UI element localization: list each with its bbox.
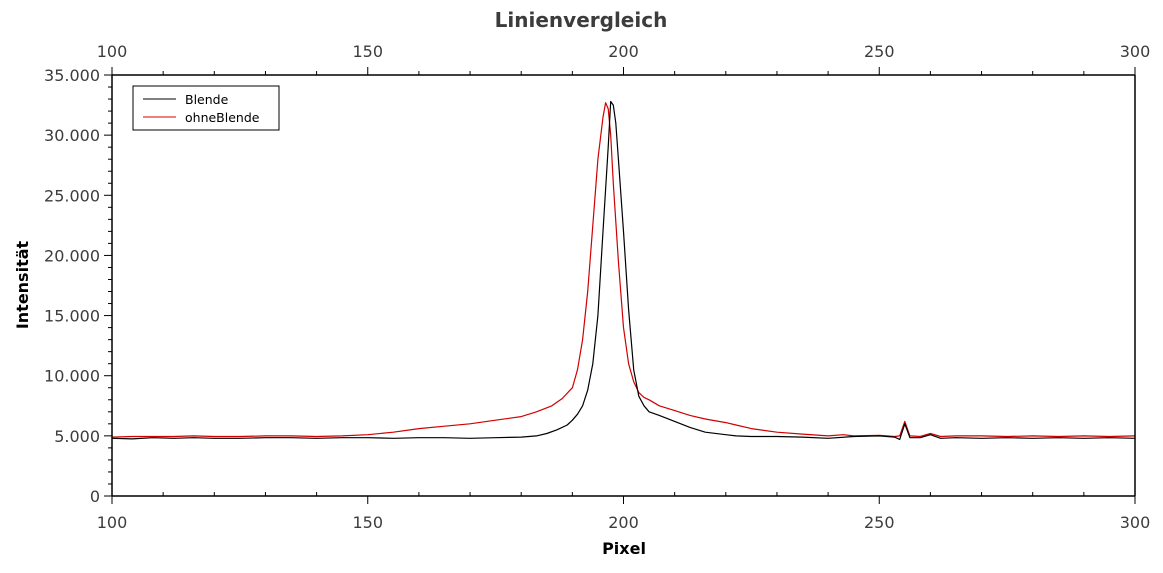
- legend-label-ohneblende: ohneBlende: [185, 110, 260, 125]
- x-tick-label-top: 300: [1120, 42, 1151, 61]
- x-tick-label-top: 250: [864, 42, 895, 61]
- series-line-ohneblende: [111, 102, 1136, 438]
- x-tick-label: 250: [864, 513, 895, 532]
- y-tick-label: 5.000: [54, 427, 100, 446]
- x-tick-label: 200: [608, 513, 639, 532]
- y-tick-label: 20.000: [44, 246, 100, 265]
- x-tick-label: 300: [1120, 513, 1151, 532]
- chart-title: Linienvergleich: [495, 8, 668, 32]
- y-axis-title: Intensität: [13, 240, 32, 329]
- y-tick-label: 30.000: [44, 126, 100, 145]
- x-tick-label: 100: [97, 513, 128, 532]
- x-tick-label-top: 100: [97, 42, 128, 61]
- axes: 100 100 150 150 200 200 250 250 300 300 0 5.000 10.0…: [44, 42, 1150, 532]
- legend-label-blende: Blende: [185, 92, 229, 107]
- y-tick-label: 25.000: [44, 186, 100, 205]
- y-tick-label: 10.000: [44, 367, 100, 386]
- y-tick-label: 35.000: [44, 66, 100, 85]
- series-layer: [111, 100, 1136, 441]
- y-tick-label: 0: [90, 487, 100, 506]
- x-axis-title: Pixel: [602, 539, 646, 558]
- y-tick-label: 15.000: [44, 307, 100, 326]
- legend: Blende ohneBlende: [132, 85, 280, 131]
- x-tick-label-top: 200: [608, 42, 639, 61]
- x-tick-label-top: 150: [352, 42, 383, 61]
- series-line-blende: [111, 100, 1136, 441]
- legend-box: [132, 85, 280, 131]
- x-tick-label: 150: [352, 513, 383, 532]
